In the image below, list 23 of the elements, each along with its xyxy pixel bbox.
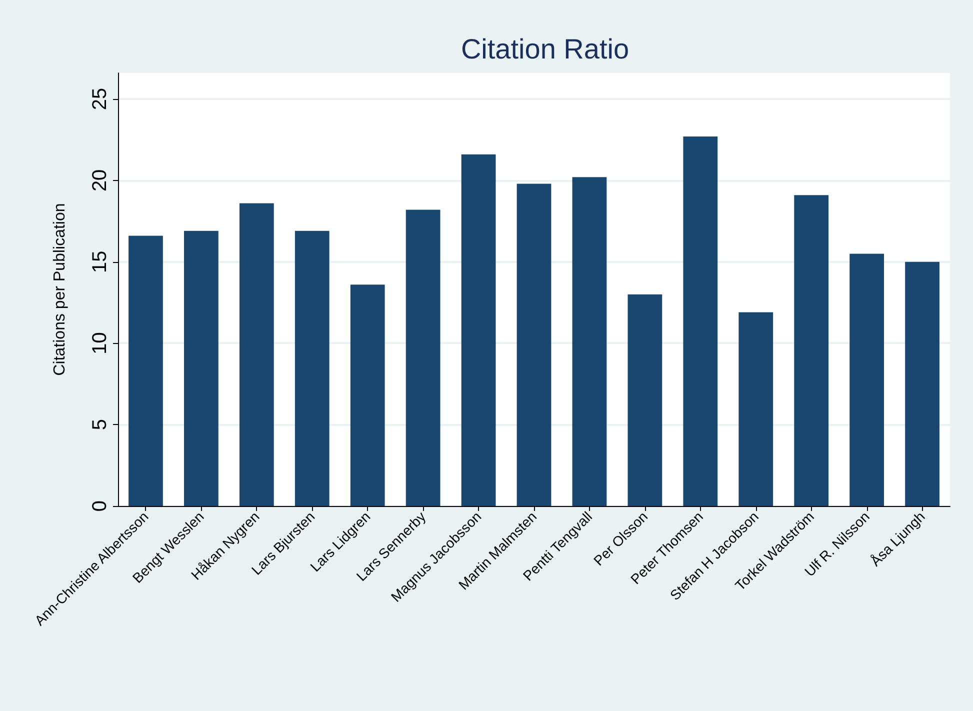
y-tick-label: 5 bbox=[89, 419, 111, 430]
bar bbox=[461, 154, 496, 506]
y-tick-label: 15 bbox=[89, 250, 111, 273]
y-tick-label: 25 bbox=[89, 88, 111, 110]
chart-title: Citation Ratio bbox=[460, 34, 630, 64]
bar bbox=[294, 230, 330, 506]
bar bbox=[794, 195, 829, 506]
bar bbox=[683, 136, 718, 506]
bar bbox=[572, 177, 607, 506]
y-axis-title: Citations per Publication bbox=[52, 203, 68, 376]
bar bbox=[184, 230, 218, 506]
bar bbox=[905, 262, 940, 506]
bar bbox=[128, 236, 163, 506]
bar bbox=[406, 210, 440, 506]
bar bbox=[738, 312, 774, 506]
bar bbox=[850, 254, 884, 506]
y-tick-label: 10 bbox=[89, 332, 111, 354]
bar bbox=[239, 203, 274, 506]
bar bbox=[350, 284, 385, 506]
y-tick-label: 0 bbox=[89, 500, 111, 512]
y-tick-label: 20 bbox=[89, 169, 111, 192]
bar bbox=[628, 294, 662, 506]
bar bbox=[516, 184, 552, 506]
